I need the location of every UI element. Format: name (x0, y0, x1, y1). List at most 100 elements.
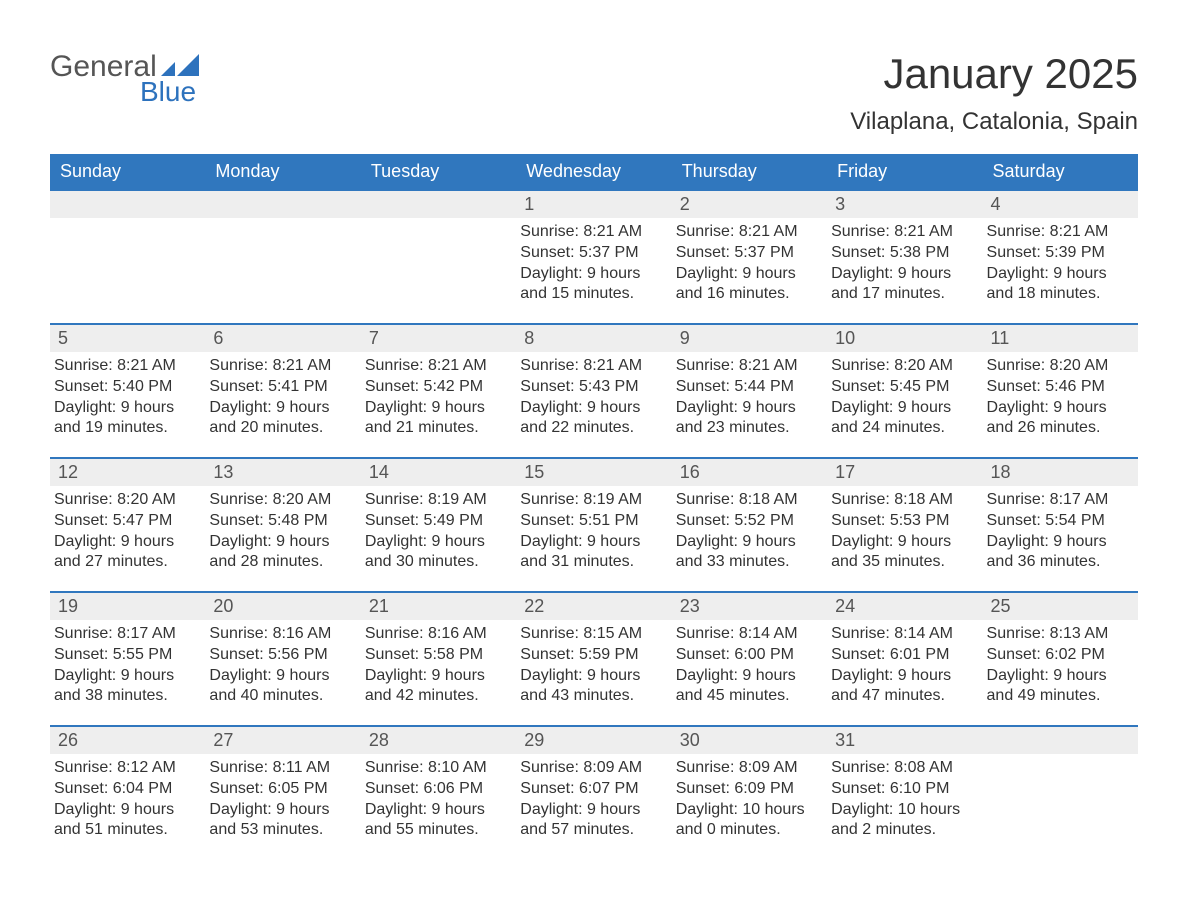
day-number (50, 191, 205, 218)
daylight2-text: and 22 minutes. (520, 418, 667, 439)
calendar-cell: 27Sunrise: 8:11 AMSunset: 6:05 PMDayligh… (205, 727, 360, 859)
daylight2-text: and 0 minutes. (676, 820, 823, 841)
sunset-text: Sunset: 5:43 PM (520, 377, 667, 398)
daylight1-text: Daylight: 9 hours (520, 532, 667, 553)
day-details: Sunrise: 8:21 AMSunset: 5:43 PMDaylight:… (516, 352, 671, 447)
sunset-text: Sunset: 5:39 PM (987, 243, 1134, 264)
sunrise-text: Sunrise: 8:17 AM (987, 490, 1134, 511)
day-number: 19 (50, 593, 205, 620)
sunrise-text: Sunrise: 8:20 AM (987, 356, 1134, 377)
day-number: 20 (205, 593, 360, 620)
day-details: Sunrise: 8:11 AMSunset: 6:05 PMDaylight:… (205, 754, 360, 849)
daylight1-text: Daylight: 9 hours (209, 800, 356, 821)
day-number: 2 (672, 191, 827, 218)
day-details: Sunrise: 8:10 AMSunset: 6:06 PMDaylight:… (361, 754, 516, 849)
day-details: Sunrise: 8:16 AMSunset: 5:58 PMDaylight:… (361, 620, 516, 715)
daylight1-text: Daylight: 9 hours (831, 532, 978, 553)
sunrise-text: Sunrise: 8:21 AM (831, 222, 978, 243)
calendar-cell: 21Sunrise: 8:16 AMSunset: 5:58 PMDayligh… (361, 593, 516, 725)
sunset-text: Sunset: 5:47 PM (54, 511, 201, 532)
day-details: Sunrise: 8:21 AMSunset: 5:40 PMDaylight:… (50, 352, 205, 447)
day-number: 10 (827, 325, 982, 352)
day-number: 11 (983, 325, 1138, 352)
sunrise-text: Sunrise: 8:20 AM (831, 356, 978, 377)
sunrise-text: Sunrise: 8:17 AM (54, 624, 201, 645)
sunset-text: Sunset: 6:09 PM (676, 779, 823, 800)
calendar-cell: 6Sunrise: 8:21 AMSunset: 5:41 PMDaylight… (205, 325, 360, 457)
daylight2-text: and 30 minutes. (365, 552, 512, 573)
calendar-cell: 8Sunrise: 8:21 AMSunset: 5:43 PMDaylight… (516, 325, 671, 457)
sunrise-text: Sunrise: 8:13 AM (987, 624, 1134, 645)
calendar-cell: 4Sunrise: 8:21 AMSunset: 5:39 PMDaylight… (983, 191, 1138, 323)
day-details: Sunrise: 8:21 AMSunset: 5:38 PMDaylight:… (827, 218, 982, 313)
day-details: Sunrise: 8:21 AMSunset: 5:39 PMDaylight:… (983, 218, 1138, 313)
sunset-text: Sunset: 5:54 PM (987, 511, 1134, 532)
daylight2-text: and 31 minutes. (520, 552, 667, 573)
sunset-text: Sunset: 5:42 PM (365, 377, 512, 398)
daylight1-text: Daylight: 9 hours (209, 398, 356, 419)
sunset-text: Sunset: 5:46 PM (987, 377, 1134, 398)
daylight1-text: Daylight: 10 hours (676, 800, 823, 821)
day-number: 1 (516, 191, 671, 218)
daylight2-text: and 16 minutes. (676, 284, 823, 305)
day-details: Sunrise: 8:21 AMSunset: 5:41 PMDaylight:… (205, 352, 360, 447)
sunset-text: Sunset: 5:51 PM (520, 511, 667, 532)
calendar-cell: 25Sunrise: 8:13 AMSunset: 6:02 PMDayligh… (983, 593, 1138, 725)
sunset-text: Sunset: 5:44 PM (676, 377, 823, 398)
sunrise-text: Sunrise: 8:19 AM (365, 490, 512, 511)
sunrise-text: Sunrise: 8:14 AM (676, 624, 823, 645)
day-details: Sunrise: 8:13 AMSunset: 6:02 PMDaylight:… (983, 620, 1138, 715)
calendar-week: 1Sunrise: 8:21 AMSunset: 5:37 PMDaylight… (50, 189, 1138, 323)
sunset-text: Sunset: 5:37 PM (676, 243, 823, 264)
sunrise-text: Sunrise: 8:11 AM (209, 758, 356, 779)
day-details: Sunrise: 8:17 AMSunset: 5:55 PMDaylight:… (50, 620, 205, 715)
day-number: 21 (361, 593, 516, 620)
sunrise-text: Sunrise: 8:21 AM (676, 222, 823, 243)
sunrise-text: Sunrise: 8:19 AM (520, 490, 667, 511)
day-number: 22 (516, 593, 671, 620)
sunrise-text: Sunrise: 8:21 AM (676, 356, 823, 377)
day-number: 13 (205, 459, 360, 486)
month-title: January 2025 (850, 50, 1138, 98)
calendar-cell: 14Sunrise: 8:19 AMSunset: 5:49 PMDayligh… (361, 459, 516, 591)
location-text: Vilaplana, Catalonia, Spain (850, 108, 1138, 136)
daylight2-text: and 47 minutes. (831, 686, 978, 707)
dayname-sunday: Sunday (50, 154, 205, 189)
dayname-saturday: Saturday (983, 154, 1138, 189)
daylight2-text: and 51 minutes. (54, 820, 201, 841)
sunrise-text: Sunrise: 8:10 AM (365, 758, 512, 779)
sunset-text: Sunset: 6:05 PM (209, 779, 356, 800)
calendar-cell (50, 191, 205, 323)
calendar-week: 19Sunrise: 8:17 AMSunset: 5:55 PMDayligh… (50, 591, 1138, 725)
sunrise-text: Sunrise: 8:21 AM (520, 356, 667, 377)
page-header: General Blue January 2025 Vilaplana, Cat… (50, 50, 1138, 136)
daylight1-text: Daylight: 9 hours (365, 398, 512, 419)
sunset-text: Sunset: 5:59 PM (520, 645, 667, 666)
calendar-cell: 31Sunrise: 8:08 AMSunset: 6:10 PMDayligh… (827, 727, 982, 859)
day-details: Sunrise: 8:21 AMSunset: 5:44 PMDaylight:… (672, 352, 827, 447)
sunset-text: Sunset: 5:56 PM (209, 645, 356, 666)
calendar-cell: 5Sunrise: 8:21 AMSunset: 5:40 PMDaylight… (50, 325, 205, 457)
day-number: 4 (983, 191, 1138, 218)
daylight2-text: and 53 minutes. (209, 820, 356, 841)
calendar-cell: 22Sunrise: 8:15 AMSunset: 5:59 PMDayligh… (516, 593, 671, 725)
calendar-cell: 11Sunrise: 8:20 AMSunset: 5:46 PMDayligh… (983, 325, 1138, 457)
day-details: Sunrise: 8:17 AMSunset: 5:54 PMDaylight:… (983, 486, 1138, 581)
sunrise-text: Sunrise: 8:21 AM (520, 222, 667, 243)
calendar-cell: 13Sunrise: 8:20 AMSunset: 5:48 PMDayligh… (205, 459, 360, 591)
day-number: 7 (361, 325, 516, 352)
daylight1-text: Daylight: 9 hours (987, 666, 1134, 687)
calendar-cell (205, 191, 360, 323)
sunset-text: Sunset: 5:45 PM (831, 377, 978, 398)
daylight2-text: and 15 minutes. (520, 284, 667, 305)
calendar-cell (983, 727, 1138, 859)
daylight1-text: Daylight: 9 hours (676, 398, 823, 419)
sunset-text: Sunset: 6:02 PM (987, 645, 1134, 666)
daylight1-text: Daylight: 9 hours (987, 264, 1134, 285)
daylight1-text: Daylight: 9 hours (676, 532, 823, 553)
daylight1-text: Daylight: 9 hours (831, 666, 978, 687)
daylight2-text: and 2 minutes. (831, 820, 978, 841)
calendar-cell: 19Sunrise: 8:17 AMSunset: 5:55 PMDayligh… (50, 593, 205, 725)
day-number: 5 (50, 325, 205, 352)
dayname-monday: Monday (205, 154, 360, 189)
